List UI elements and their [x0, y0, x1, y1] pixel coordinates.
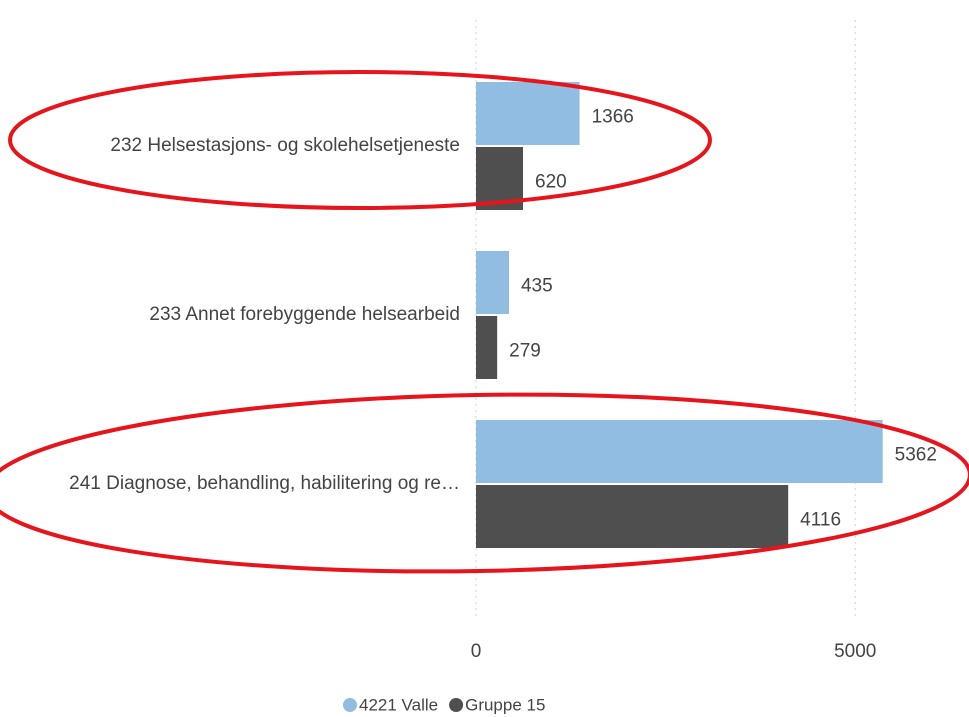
- data-label: 5362: [895, 445, 937, 466]
- legend-label: 4221 Valle: [359, 695, 438, 714]
- bar: [476, 82, 580, 145]
- annotations: [0, 70, 969, 574]
- category-label: 241 Diagnose, behandling, habilitering o…: [69, 473, 460, 494]
- highlight-ellipse: [8, 70, 712, 210]
- x-tick-label: 5000: [834, 641, 876, 662]
- data-label: 620: [535, 172, 567, 193]
- legend: 4221 Valle Gruppe 15: [343, 695, 545, 714]
- legend-label: Gruppe 15: [465, 695, 545, 714]
- category-label: 232 Helsestasjons- og skolehelsetjeneste: [110, 135, 460, 156]
- data-label: 4116: [800, 510, 841, 531]
- data-label: 279: [509, 341, 541, 362]
- highlight-ellipse: [0, 392, 969, 574]
- data-label: 435: [521, 276, 553, 297]
- legend-swatch: [343, 698, 357, 712]
- data-label: 1366: [592, 107, 634, 128]
- x-tick-label: 0: [471, 641, 482, 662]
- bar: [476, 316, 498, 379]
- legend-swatch: [449, 698, 464, 712]
- bar: [476, 420, 883, 483]
- bar: [476, 485, 789, 548]
- category-label: 233 Annet forebyggende helsearbeid: [149, 304, 460, 325]
- bar: [476, 251, 509, 314]
